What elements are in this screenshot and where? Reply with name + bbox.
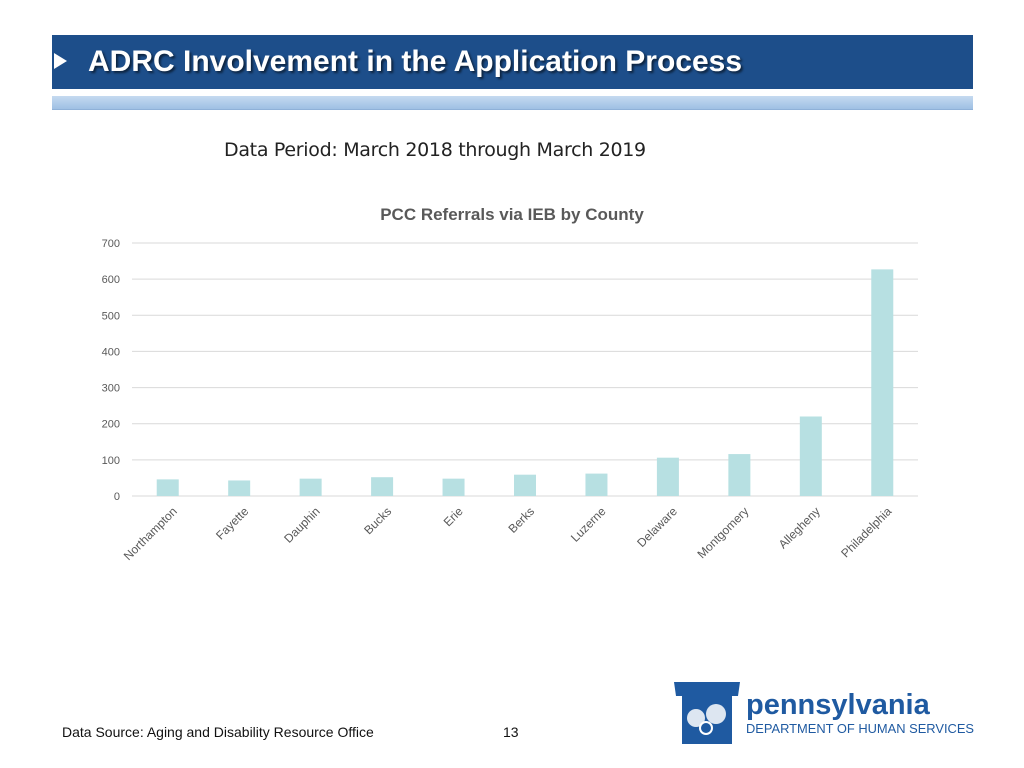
bar-allegheny bbox=[799, 416, 822, 496]
x-tick-label: Berks bbox=[506, 504, 538, 536]
logo-subtitle: DEPARTMENT OF HUMAN SERVICES bbox=[746, 721, 974, 736]
x-tick-label: Luzerne bbox=[568, 504, 609, 545]
pennsylvania-dhs-logo: pennsylvania DEPARTMENT OF HUMAN SERVICE… bbox=[674, 682, 974, 744]
bar-luzerne bbox=[585, 473, 608, 496]
bar-fayette bbox=[228, 480, 251, 496]
y-tick-label: 0 bbox=[114, 491, 120, 503]
y-tick-label: 500 bbox=[102, 310, 120, 322]
bar-delaware bbox=[656, 457, 679, 496]
bar-bucks bbox=[371, 477, 394, 496]
bar-dauphin bbox=[299, 478, 322, 496]
data-source: Data Source: Aging and Disability Resour… bbox=[62, 724, 374, 740]
page-title: ADRC Involvement in the Application Proc… bbox=[88, 45, 743, 78]
chart-title: PCC Referrals via IEB by County bbox=[380, 205, 644, 224]
x-tick-label: Northampton bbox=[121, 504, 180, 563]
y-tick-label: 700 bbox=[102, 238, 120, 250]
bar-philadelphia bbox=[871, 269, 894, 496]
y-tick-label: 400 bbox=[102, 346, 120, 358]
data-period: Data Period: March 2018 through March 20… bbox=[224, 139, 646, 161]
x-axis-ticks: Northampton Fayette Dauphin Bucks Erie Berks L… bbox=[121, 504, 895, 563]
title-bar: ADRC Involvement in the Application Proc… bbox=[52, 35, 973, 89]
y-tick-label: 100 bbox=[102, 455, 120, 467]
title-stripe bbox=[52, 96, 973, 110]
bar-erie bbox=[442, 478, 465, 496]
bars bbox=[156, 269, 894, 496]
x-tick-label: Bucks bbox=[361, 504, 394, 537]
bar-chart: PCC Referrals via IEB by County 0 100 200 3… bbox=[102, 205, 918, 563]
family-icon bbox=[687, 709, 705, 727]
y-axis-ticks: 0 100 200 300 400 500 600 700 bbox=[102, 238, 120, 503]
bar-montgomery bbox=[728, 454, 751, 496]
bar-berks bbox=[514, 474, 536, 496]
x-tick-label: Philadelphia bbox=[838, 504, 894, 560]
logo-name: pennsylvania bbox=[746, 689, 931, 721]
gridlines bbox=[132, 242, 918, 497]
x-tick-label: Erie bbox=[441, 504, 466, 529]
bar-northampton bbox=[156, 479, 179, 496]
y-tick-label: 300 bbox=[102, 383, 120, 395]
page-number: 13 bbox=[503, 724, 519, 740]
y-tick-label: 200 bbox=[102, 419, 120, 431]
x-tick-label: Delaware bbox=[634, 504, 680, 550]
x-tick-label: Dauphin bbox=[281, 504, 323, 546]
x-tick-label: Montgomery bbox=[694, 504, 751, 561]
y-tick-label: 600 bbox=[102, 274, 120, 286]
x-tick-label: Fayette bbox=[213, 504, 251, 542]
title-arrow-icon bbox=[54, 53, 67, 69]
x-tick-label: Allegheny bbox=[776, 504, 823, 551]
